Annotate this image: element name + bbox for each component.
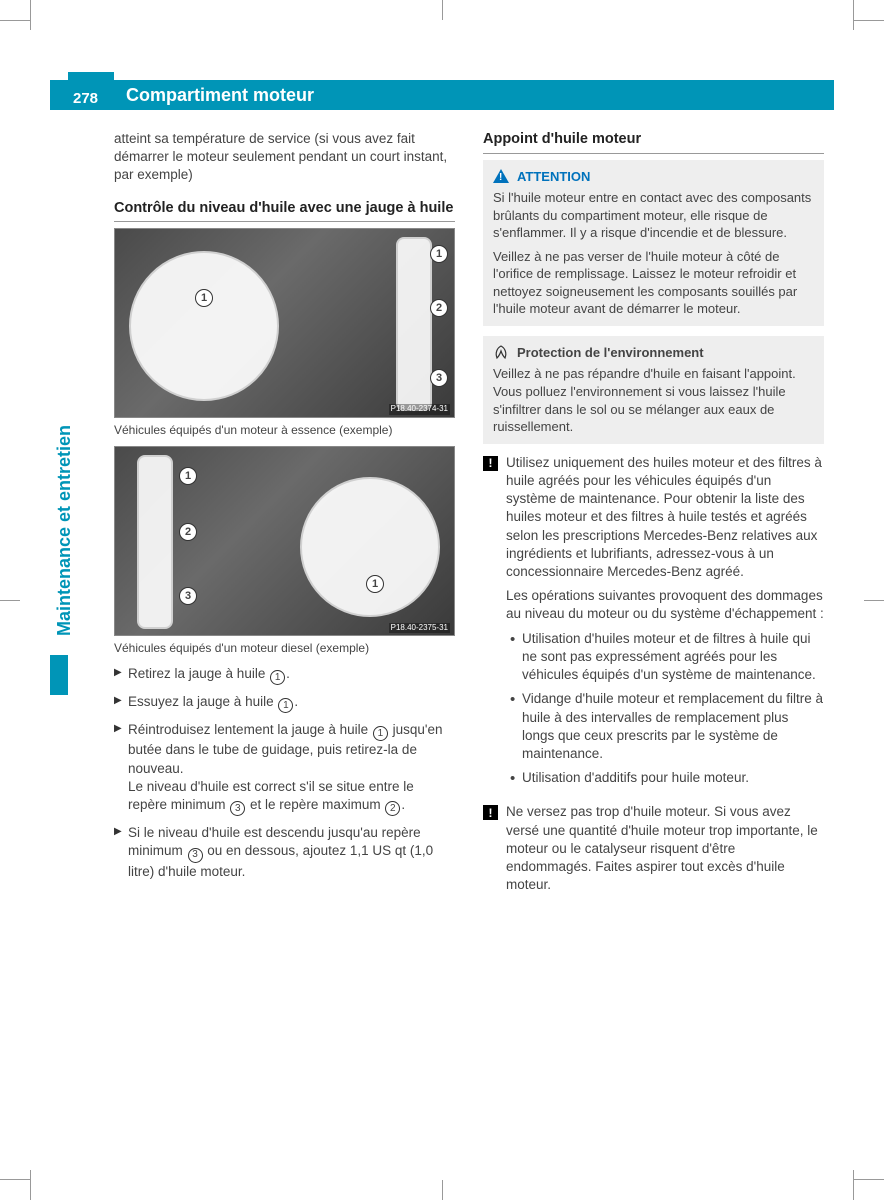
bullet-item: Vidange d'huile moteur et remplacement d… (510, 690, 824, 763)
attention-text: Veillez à ne pas verser de l'huile moteu… (493, 248, 814, 318)
content-columns: atteint sa température de service (si vo… (114, 130, 824, 1150)
environment-text: Veillez à ne pas répandre d'huile en fai… (493, 365, 814, 435)
ref-marker: 3 (188, 848, 203, 863)
note-body: Utilisez uniquement des huiles moteur et… (506, 454, 824, 794)
step-text: et le repère maximum (246, 797, 384, 812)
header-title: Compartiment moteur (126, 85, 314, 106)
step-text: . (294, 694, 298, 709)
warning-triangle-icon (493, 169, 509, 183)
step-item: Si le niveau d'huile est descendu jusqu'… (114, 824, 455, 881)
attention-title: ATTENTION (517, 168, 590, 186)
figure-marker: 1 (430, 245, 448, 263)
environment-box: Protection de l'environnement Veillez à … (483, 336, 824, 444)
figure-marker: 2 (430, 299, 448, 317)
important-note: ! Utilisez uniquement des huiles moteur … (483, 454, 824, 794)
step-item: Essuyez la jauge à huile 1. (114, 693, 455, 713)
environment-title: Protection de l'environnement (517, 344, 704, 362)
step-text: Essuyez la jauge à huile (128, 694, 277, 709)
figure-dipstick-strip (137, 455, 173, 629)
figure-inset-bubble (129, 251, 279, 401)
intro-paragraph: atteint sa température de service (si vo… (114, 130, 455, 185)
figure-dipstick-strip (396, 237, 432, 411)
procedure-steps: Retirez la jauge à huile 1. Essuyez la j… (114, 665, 455, 881)
attention-title-row: ATTENTION (493, 168, 814, 186)
figure-inset-bubble (300, 477, 440, 617)
column-right: Appoint d'huile moteur ATTENTION Si l'hu… (479, 130, 824, 1150)
step-text: Retirez la jauge à huile (128, 666, 269, 681)
page-frame: 278 Compartiment moteur Maintenance et e… (50, 50, 834, 1150)
section-heading-topup: Appoint d'huile moteur (483, 130, 824, 154)
bullet-item: Utilisation d'huiles moteur et de filtre… (510, 630, 824, 685)
environment-title-row: Protection de l'environnement (493, 344, 814, 362)
side-tab: Maintenance et entretien (50, 390, 80, 670)
column-left: atteint sa température de service (si vo… (114, 130, 459, 1150)
ref-marker: 2 (385, 801, 400, 816)
note-text: Les opérations suivantes provoquent des … (506, 587, 824, 623)
figure-caption: Véhicules équipés d'un moteur à essence … (114, 422, 455, 438)
figure-marker: 2 (179, 523, 197, 541)
step-text: Réintroduisez lentement la jauge à huile (128, 722, 372, 737)
important-note: ! Ne versez pas trop d'huile moteur. Si … (483, 803, 824, 900)
side-tab-block (50, 655, 68, 695)
note-text: Ne versez pas trop d'huile moteur. Si vo… (506, 803, 824, 894)
figure-marker: 3 (430, 369, 448, 387)
ref-marker: 1 (278, 698, 293, 713)
section-heading-dipstick: Contrôle du niveau d'huile avec une jaug… (114, 199, 455, 223)
side-tab-label: Maintenance et entretien (55, 424, 76, 635)
note-text: Utilisez uniquement des huiles moteur et… (506, 454, 824, 582)
figure-reference: P18.40-2374-31 (389, 404, 450, 415)
leaf-icon (493, 345, 509, 361)
exclamation-box-icon: ! (483, 805, 498, 820)
figure-diesel-engine: 1 2 3 1 P18.40-2375-31 (114, 446, 455, 636)
attention-box: ATTENTION Si l'huile moteur entre en con… (483, 160, 824, 326)
exclamation-box-icon: ! (483, 456, 498, 471)
note-body: Ne versez pas trop d'huile moteur. Si vo… (506, 803, 824, 900)
figure-reference: P18.40-2375-31 (389, 623, 450, 634)
page-number: 278 (73, 90, 98, 107)
header-bar: 278 Compartiment moteur (50, 80, 834, 110)
bullet-item: Utilisation d'additifs pour huile moteur… (510, 769, 824, 787)
ref-marker: 1 (270, 670, 285, 685)
figure-caption: Véhicules équipés d'un moteur diesel (ex… (114, 640, 455, 656)
attention-text: Si l'huile moteur entre en contact avec … (493, 189, 814, 242)
note-bullets: Utilisation d'huiles moteur et de filtre… (510, 630, 824, 788)
figure-marker: 1 (179, 467, 197, 485)
step-item: Retirez la jauge à huile 1. (114, 665, 455, 685)
figure-marker: 3 (179, 587, 197, 605)
step-item: Réintroduisez lentement la jauge à huile… (114, 721, 455, 816)
ref-marker: 1 (373, 726, 388, 741)
step-text: . (286, 666, 290, 681)
step-text: . (401, 797, 405, 812)
figure-gasoline-engine: 1 1 2 3 P18.40-2374-31 (114, 228, 455, 418)
ref-marker: 3 (230, 801, 245, 816)
